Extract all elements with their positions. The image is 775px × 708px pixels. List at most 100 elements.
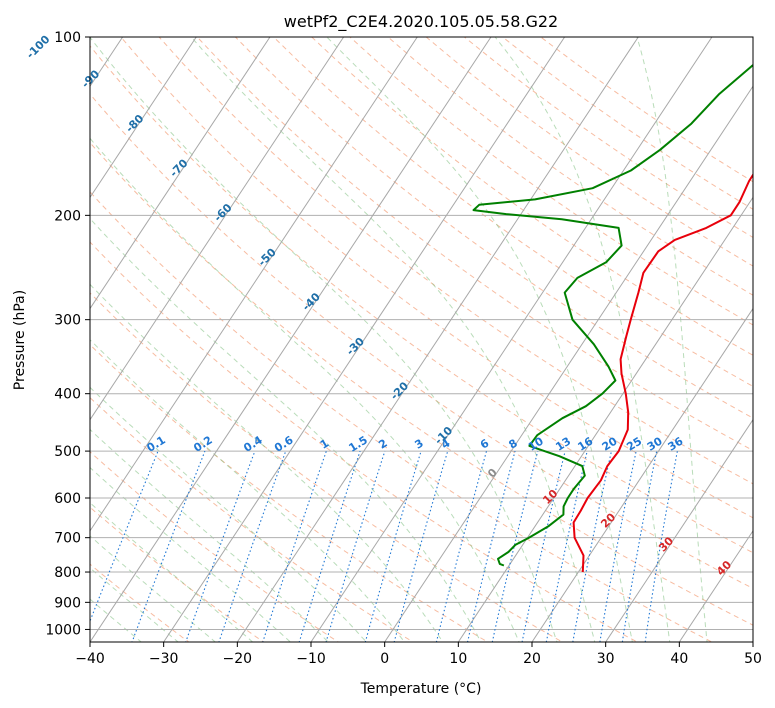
moist-adiabat-line	[90, 502, 254, 642]
mixing-ratio-label: 8	[507, 437, 520, 452]
x-tick-label: 0	[380, 651, 389, 667]
isotherm-line	[90, 37, 492, 642]
isotherm-line	[90, 37, 197, 199]
plot-frame	[89, 36, 754, 643]
moist-adiabat-line	[90, 598, 143, 642]
isotherm-label: 10	[540, 487, 560, 507]
isotherm-label: -10	[432, 424, 455, 447]
temperature-profile-line	[572, 172, 753, 573]
mixing-ratio-label: 3	[413, 437, 426, 452]
isotherm-label: -100	[24, 33, 53, 62]
isotherm-label: -60	[211, 201, 234, 224]
dry-adiabat-line	[540, 37, 753, 183]
dewpoint-profile-line	[472, 63, 753, 567]
dry-adiabat-line	[120, 37, 753, 519]
isotherm-line	[752, 641, 753, 642]
x-tick-label: −40	[75, 651, 105, 667]
mixing-ratio-label: 1.5	[347, 433, 370, 454]
dry-adiabat-line	[90, 451, 340, 642]
mixing-ratio-line	[435, 450, 488, 642]
dry-adiabat-line	[90, 292, 564, 642]
moist-adiabat-line	[90, 535, 217, 642]
isotherm-line	[90, 37, 271, 310]
isotherm-label: -90	[79, 67, 102, 90]
mixing-ratio-line	[545, 450, 588, 642]
mixing-ratio-label: 2	[376, 437, 389, 452]
mixing-ratio-line	[262, 450, 327, 642]
dry-adiabat-line	[90, 141, 753, 626]
mixing-ratio-line	[599, 450, 637, 642]
isotherm-line	[384, 85, 753, 642]
x-tick-label: 40	[670, 651, 688, 667]
dry-adiabat-line	[502, 37, 753, 210]
x-tick-label: 30	[597, 651, 615, 667]
isotherm-label: -70	[167, 156, 190, 179]
x-axis-title: Temperature (°C)	[360, 681, 482, 697]
mixing-ratio-line	[521, 450, 566, 642]
isotherm-line	[236, 37, 639, 642]
mixing-ratio-line	[572, 450, 613, 642]
moist-adiabat-line	[90, 466, 292, 642]
mixing-ratio-line	[621, 450, 658, 642]
x-tick-label: 50	[744, 651, 762, 667]
moist-adiabat-line	[90, 217, 482, 642]
dry-adiabat-line	[90, 241, 639, 642]
background-lines	[90, 37, 753, 642]
isotherm-line	[310, 37, 713, 642]
dry-adiabat-line	[387, 37, 753, 296]
isotherm-line	[90, 37, 418, 532]
isotherm-line	[90, 37, 345, 421]
isotherm-label: -50	[256, 245, 279, 268]
x-tick-label: 10	[449, 651, 467, 667]
moist-adiabat-line	[90, 37, 558, 642]
isotherm-label: -40	[300, 290, 323, 313]
mixing-ratio-line	[218, 450, 287, 642]
dry-adiabat-line	[235, 37, 753, 419]
x-tick-label: −10	[296, 651, 326, 667]
moist-adiabat-line	[90, 567, 179, 642]
y-tick-label: 200	[54, 208, 81, 224]
isotherm-line	[163, 37, 566, 642]
y-tick-label: 400	[54, 387, 81, 403]
mixing-ratio-line	[393, 450, 449, 642]
mixing-ratio-line	[298, 450, 361, 642]
y-tick-label: 500	[54, 444, 81, 460]
y-tick-label: 100	[54, 30, 81, 46]
moist-adiabat-line	[90, 283, 444, 642]
y-tick-label: 700	[54, 531, 81, 547]
isotherm-label: 40	[714, 558, 734, 578]
dry-adiabat-line	[196, 37, 753, 452]
mixing-ratio-line	[325, 450, 386, 642]
dry-adiabat-line	[90, 396, 414, 642]
y-axis-title: Pressure (hPa)	[12, 290, 28, 390]
x-tick-label: −20	[223, 651, 253, 667]
mixing-ratio-line	[466, 450, 516, 642]
x-tick-label: 20	[523, 651, 541, 667]
dry-adiabat-line	[90, 563, 190, 642]
mixing-ratio-line	[364, 450, 422, 642]
moist-adiabat-line	[90, 137, 520, 642]
dry-adiabat-line	[311, 37, 753, 356]
chart-title: wetPf2_C2E4.2020.105.05.58.G22	[284, 12, 558, 32]
dry-adiabat-line	[158, 37, 753, 485]
isotherm-label: -80	[123, 112, 146, 135]
x-tick-label: −30	[149, 651, 179, 667]
sounding-profiles	[472, 63, 753, 573]
y-tick-label: 300	[54, 313, 81, 329]
isotherm-line	[531, 307, 753, 642]
mixing-ratio-label: 0.1	[144, 433, 167, 454]
y-tick-label: 600	[54, 491, 81, 507]
dry-adiabat-line	[90, 344, 489, 642]
mixing-ratio-line	[644, 450, 678, 642]
dry-adiabat-line	[90, 506, 265, 642]
moist-adiabat-line	[636, 37, 708, 642]
moist-adiabat-line	[90, 386, 367, 642]
isotherm-line	[457, 196, 753, 642]
moist-adiabat-line	[326, 37, 633, 642]
isotherm-label: -20	[388, 379, 411, 402]
isotherm-label: -30	[344, 335, 367, 358]
mixing-ratio-line	[491, 450, 539, 642]
isotherm-label: 20	[598, 510, 618, 530]
y-tick-label: 1000	[45, 622, 81, 638]
